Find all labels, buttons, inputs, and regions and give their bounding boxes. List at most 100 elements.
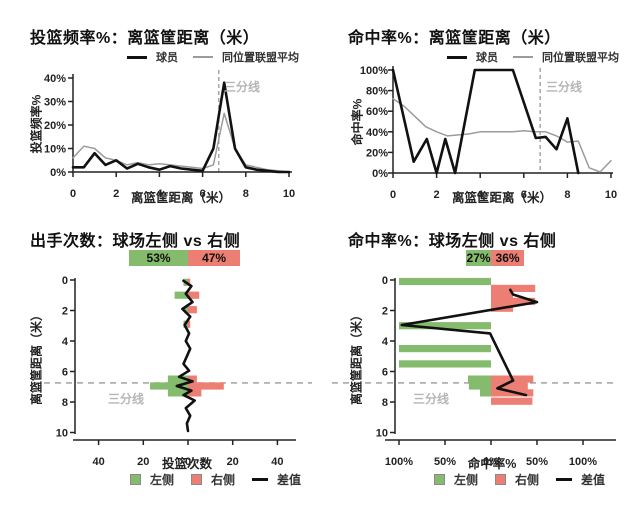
y-tick-label: 10% — [44, 144, 66, 156]
three-point-annotation-br: 三分线 — [413, 392, 450, 406]
legend-right-label: 右侧 — [515, 473, 540, 487]
x-tick-label: 100% — [569, 456, 597, 468]
y-tick-label: 0 — [62, 275, 68, 287]
y-tick-label: 20% — [366, 147, 388, 159]
x-tick-label: 40 — [92, 456, 104, 468]
panel-title-attempts-sides: 出手次数：球场左侧 vs 右侧 — [30, 233, 241, 250]
legend-left-label: 左侧 — [454, 473, 479, 487]
legend-diff-label: 差值 — [581, 473, 606, 487]
y-tick-label: 10 — [56, 428, 68, 440]
x-tick-label: 10 — [283, 188, 295, 200]
legend-league-label: 同位置联盟平均 — [542, 52, 619, 64]
left-side-bar — [399, 345, 491, 353]
y-tick-label: 40% — [366, 127, 388, 139]
y-tick-label: 60% — [366, 106, 388, 118]
right-side-bar — [491, 290, 514, 299]
right-side-bar — [188, 375, 197, 383]
x-tick-label: 100% — [385, 456, 413, 468]
player-line-swatch — [447, 55, 467, 59]
xlabel-frequency: 离篮筐距离（米） — [130, 191, 232, 205]
xlabel-attempts: 投篮次数 — [161, 457, 213, 471]
summary-left-bar-attempts: 53% — [129, 250, 188, 266]
league-line-swatch — [193, 56, 213, 58]
panel-title-fgpct-distance: 命中率%：离篮筐距离（米） — [348, 30, 561, 47]
right-side-bar — [188, 382, 224, 390]
legend-right-label: 右侧 — [211, 473, 236, 487]
x-tick-label: 0% — [483, 456, 499, 468]
left-side-bar — [184, 306, 188, 314]
league-series-line — [392, 98, 612, 173]
y-tick-label: 2 — [62, 306, 68, 318]
x-tick-label: 8 — [564, 189, 570, 201]
panel-title-frequency: 投篮频率%：离篮筐距离（米） — [30, 30, 260, 47]
player-line-swatch — [127, 55, 147, 59]
xlabel-fgpct-sides: 命中率% — [467, 457, 517, 471]
x-tick-label: 50% — [526, 456, 548, 468]
left-side-bar — [167, 375, 188, 383]
left-side-bar — [399, 322, 491, 330]
ylabel-frequency: 投篮频率% — [29, 94, 44, 154]
right-side-bar — [491, 297, 536, 305]
three-point-annotation-bl: 三分线 — [108, 392, 145, 406]
x-tick-label: 40 — [271, 456, 283, 468]
right-side-swatch — [191, 474, 203, 485]
y-tick-label: 40% — [44, 73, 66, 85]
y-tick-label: 0% — [50, 167, 66, 179]
right-side-bar — [188, 389, 202, 397]
x-tick-label: 8 — [243, 188, 249, 200]
y-tick-label: 10 — [376, 428, 388, 440]
x-tick-label: 20 — [227, 456, 239, 468]
difference-line — [175, 279, 196, 433]
y-tick-label: 6 — [382, 367, 388, 379]
left-side-bar — [174, 291, 188, 299]
player-series-line — [71, 81, 291, 174]
legend-player-label: 球员 — [476, 52, 498, 64]
left-side-bar — [468, 382, 491, 390]
three-point-annotation-tl: 三分线 — [224, 80, 261, 94]
left-side-bar — [399, 277, 491, 286]
legend-player-label: 球员 — [156, 52, 178, 64]
right-side-bar — [188, 291, 200, 299]
axes-spines — [72, 74, 292, 173]
diff-line-swatch — [252, 478, 269, 481]
x-tick-label: 10 — [605, 189, 617, 201]
x-tick-label: 0 — [390, 189, 396, 201]
x-tick-label: 50% — [434, 456, 456, 468]
league-series-line — [72, 112, 290, 173]
x-tick-label: 4 — [477, 189, 484, 201]
x-tick-label: 6 — [521, 189, 527, 201]
right-side-swatch — [495, 474, 507, 485]
axes-spines — [73, 278, 296, 441]
right-side-bar — [491, 284, 536, 292]
y-tick-label: 6 — [62, 367, 68, 379]
left-side-bar — [468, 375, 491, 383]
x-tick-label: 2 — [113, 188, 119, 200]
three-point-annotation-tr: 三分线 — [546, 80, 583, 94]
legend-frequency: 球员 同位置联盟平均 — [127, 49, 299, 65]
legend-fgpct-sides: 左侧 右侧 差值 — [434, 471, 605, 488]
summary-right-bar-fgpct: 36% — [491, 250, 525, 266]
league-line-swatch — [513, 56, 533, 58]
y-tick-label: 0% — [372, 168, 388, 180]
left-side-bar — [167, 389, 188, 397]
right-side-bar — [491, 382, 528, 390]
ylabel-attempts: 离篮筐距离（米） — [29, 308, 44, 406]
ylabel-fgpct-sides: 离篮筐距离（米） — [349, 308, 364, 406]
y-tick-label: 0 — [382, 275, 388, 287]
player-series-line — [391, 68, 580, 175]
x-tick-label: 0 — [185, 456, 191, 468]
legend-diff-label: 差值 — [277, 473, 302, 487]
left-side-bar — [150, 382, 188, 390]
y-tick-label: 100% — [360, 65, 388, 77]
right-side-bar — [188, 278, 191, 286]
y-tick-label: 30% — [44, 97, 66, 109]
x-tick-label: 6 — [200, 188, 206, 200]
summary-right-bar-attempts: 47% — [188, 250, 241, 266]
y-tick-label: 2 — [382, 306, 388, 318]
x-tick-label: 2 — [434, 189, 440, 201]
ylabel-fgpct-distance: 命中率% — [350, 98, 365, 146]
legend-attempts-sides: 左侧 右侧 差值 — [130, 471, 301, 488]
x-tick-label: 4 — [156, 188, 163, 200]
